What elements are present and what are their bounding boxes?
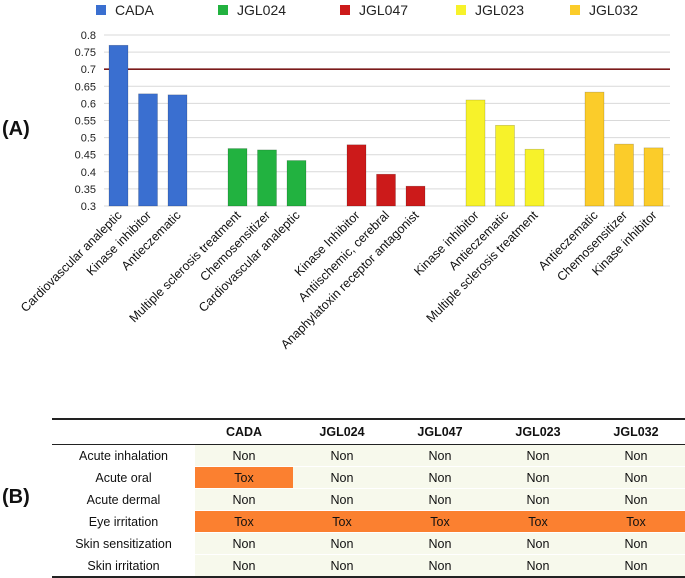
bar-jgl047 (405, 185, 426, 207)
table-cell: Non (587, 532, 685, 555)
table-cell: Non (587, 488, 685, 511)
table-header-row: CADA JGL024 JGL047 JGL023 JGL032 (52, 418, 685, 445)
table-cell: Non (391, 554, 489, 578)
table-row-label: Acute oral (52, 466, 195, 489)
y-tick-label: 0.55 (75, 116, 96, 128)
table-row-label: Skin sensitization (52, 532, 195, 555)
legend-swatch-jgl023 (456, 5, 466, 15)
y-tick-label: 0.7 (81, 64, 96, 76)
y-tick-label: 0.45 (75, 150, 96, 162)
table-cell: Non (489, 554, 587, 578)
table-cell: Non (195, 532, 293, 555)
panel-label-a: (A) (2, 118, 30, 140)
bar-cada (138, 93, 158, 207)
table-row-label: Eye irritation (52, 510, 195, 533)
table-cell: Non (391, 532, 489, 555)
y-tick-label: 0.5 (81, 133, 96, 145)
table-cell: Non (489, 532, 587, 555)
table-cell: Non (587, 444, 685, 467)
table-row: Eye irritation Tox Tox Tox Tox Tox (52, 510, 685, 533)
panel-label-b: (B) (2, 486, 30, 508)
bar-jgl023 (495, 124, 515, 207)
y-tick-label: 0.8 (81, 30, 96, 42)
legend-swatch-jgl024 (218, 5, 228, 15)
legend-label: JGL047 (359, 2, 408, 18)
table-row-label: Skin irritation (52, 554, 195, 578)
table-cell: Tox (489, 510, 587, 533)
y-tick-label: 0.65 (75, 81, 96, 93)
table-cell: Non (195, 488, 293, 511)
table-header-blank (52, 418, 195, 445)
legend-swatch-cada (96, 5, 106, 15)
bar-jgl024 (257, 149, 277, 207)
bar-chart: 0.30.350.40.450.50.550.60.650.70.750.8Ca… (18, 2, 670, 352)
legend-label: JGL024 (237, 2, 286, 18)
bar-jgl047 (346, 144, 367, 207)
table-cell: Tox (391, 510, 489, 533)
bar-jgl032 (584, 91, 605, 207)
table-body: Acute inhalation Non Non Non Non Non Acute ora… (52, 444, 685, 578)
table-cell: Non (391, 444, 489, 467)
legend-label: JGL032 (589, 2, 638, 18)
y-tick-label: 0.75 (75, 47, 96, 59)
toxicity-table: CADA JGL024 JGL047 JGL023 JGL032 Acute inhal… (52, 418, 685, 578)
table-row: Acute inhalation Non Non Non Non Non (52, 444, 685, 467)
table-cell: Non (195, 444, 293, 467)
table-header-jgl023: JGL023 (489, 418, 587, 445)
table-row: Skin sensitization Non Non Non Non Non (52, 532, 685, 555)
table-row: Acute oral Tox Non Non Non Non (52, 466, 685, 489)
legend-label: JGL023 (475, 2, 524, 18)
table-cell: Non (587, 466, 685, 489)
table-cell: Non (489, 444, 587, 467)
legend-swatch-jgl032 (570, 5, 580, 15)
table-cell: Tox (195, 466, 293, 489)
table-cell: Non (293, 444, 391, 467)
table-header-jgl032: JGL032 (587, 418, 685, 445)
bar-jgl023 (465, 99, 486, 207)
table-cell: Non (293, 554, 391, 578)
legend-label: CADA (115, 2, 155, 18)
x-tick-label: Multiple sclerosis treatment (424, 208, 541, 325)
table-header-jgl024: JGL024 (293, 418, 391, 445)
table-header-jgl047: JGL047 (391, 418, 489, 445)
bar-jgl024 (286, 160, 307, 207)
table-cell: Non (489, 488, 587, 511)
table-cell: Non (391, 466, 489, 489)
table-cell: Non (391, 488, 489, 511)
table-row: Skin irritation Non Non Non Non Non (52, 554, 685, 578)
bar-jgl023 (524, 148, 545, 207)
y-tick-label: 0.35 (75, 184, 96, 196)
bar-jgl047 (376, 173, 396, 207)
table-cell: Non (195, 554, 293, 578)
y-tick-label: 0.3 (81, 201, 96, 213)
bar-cada (108, 44, 129, 207)
table-cell: Tox (195, 510, 293, 533)
y-tick-label: 0.6 (81, 98, 96, 110)
table-row-label: Acute inhalation (52, 444, 195, 467)
table-cell: Non (293, 466, 391, 489)
table-cell: Tox (587, 510, 685, 533)
table-header-cada: CADA (195, 418, 293, 445)
table-cell: Tox (293, 510, 391, 533)
bar-jgl032 (643, 147, 664, 207)
table-cell: Non (293, 532, 391, 555)
table-row: Acute dermal Non Non Non Non Non (52, 488, 685, 511)
y-tick-label: 0.4 (81, 167, 96, 179)
table-cell: Non (587, 554, 685, 578)
bar-jgl024 (227, 148, 248, 207)
table-row-label: Acute dermal (52, 488, 195, 511)
bar-jgl032 (614, 143, 634, 207)
bar-cada (167, 94, 188, 207)
table-cell: Non (489, 466, 587, 489)
legend-swatch-jgl047 (340, 5, 350, 15)
table-cell: Non (293, 488, 391, 511)
